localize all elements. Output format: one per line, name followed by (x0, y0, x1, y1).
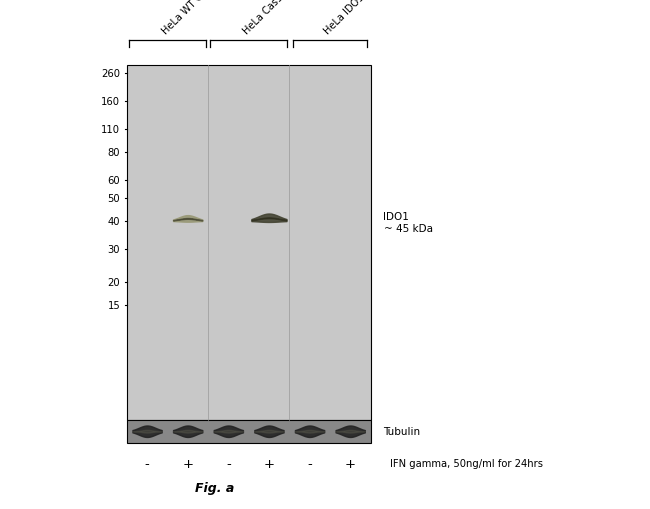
Text: ~ 45 kDa: ~ 45 kDa (384, 224, 432, 234)
Bar (127, 420, 370, 443)
Text: 60: 60 (108, 176, 120, 186)
Text: -: - (307, 457, 312, 470)
Text: -: - (226, 457, 231, 470)
Text: HeLa WT Control: HeLa WT Control (161, 0, 225, 37)
Text: 50: 50 (108, 193, 120, 204)
Text: +: + (344, 457, 356, 470)
Bar (127, 66, 370, 420)
Text: +: + (263, 457, 274, 470)
Text: 15: 15 (107, 300, 120, 310)
Text: IFN gamma, 50ng/ml for 24hrs: IFN gamma, 50ng/ml for 24hrs (390, 458, 543, 468)
Text: 110: 110 (101, 125, 120, 135)
Text: -: - (145, 457, 150, 470)
Text: HeLa IDO1 KO: HeLa IDO1 KO (323, 0, 378, 37)
Text: 160: 160 (101, 97, 120, 107)
Text: 20: 20 (108, 277, 120, 288)
Text: IDO1: IDO1 (384, 211, 410, 221)
Text: 260: 260 (101, 69, 120, 79)
Text: HeLa Cas9 Control: HeLa Cas9 Control (242, 0, 313, 37)
Text: Fig. a: Fig. a (195, 481, 234, 494)
Text: Tubulin: Tubulin (384, 427, 421, 437)
Text: 30: 30 (108, 244, 120, 254)
Text: 40: 40 (108, 216, 120, 227)
Text: +: + (182, 457, 193, 470)
Text: 80: 80 (108, 148, 120, 158)
